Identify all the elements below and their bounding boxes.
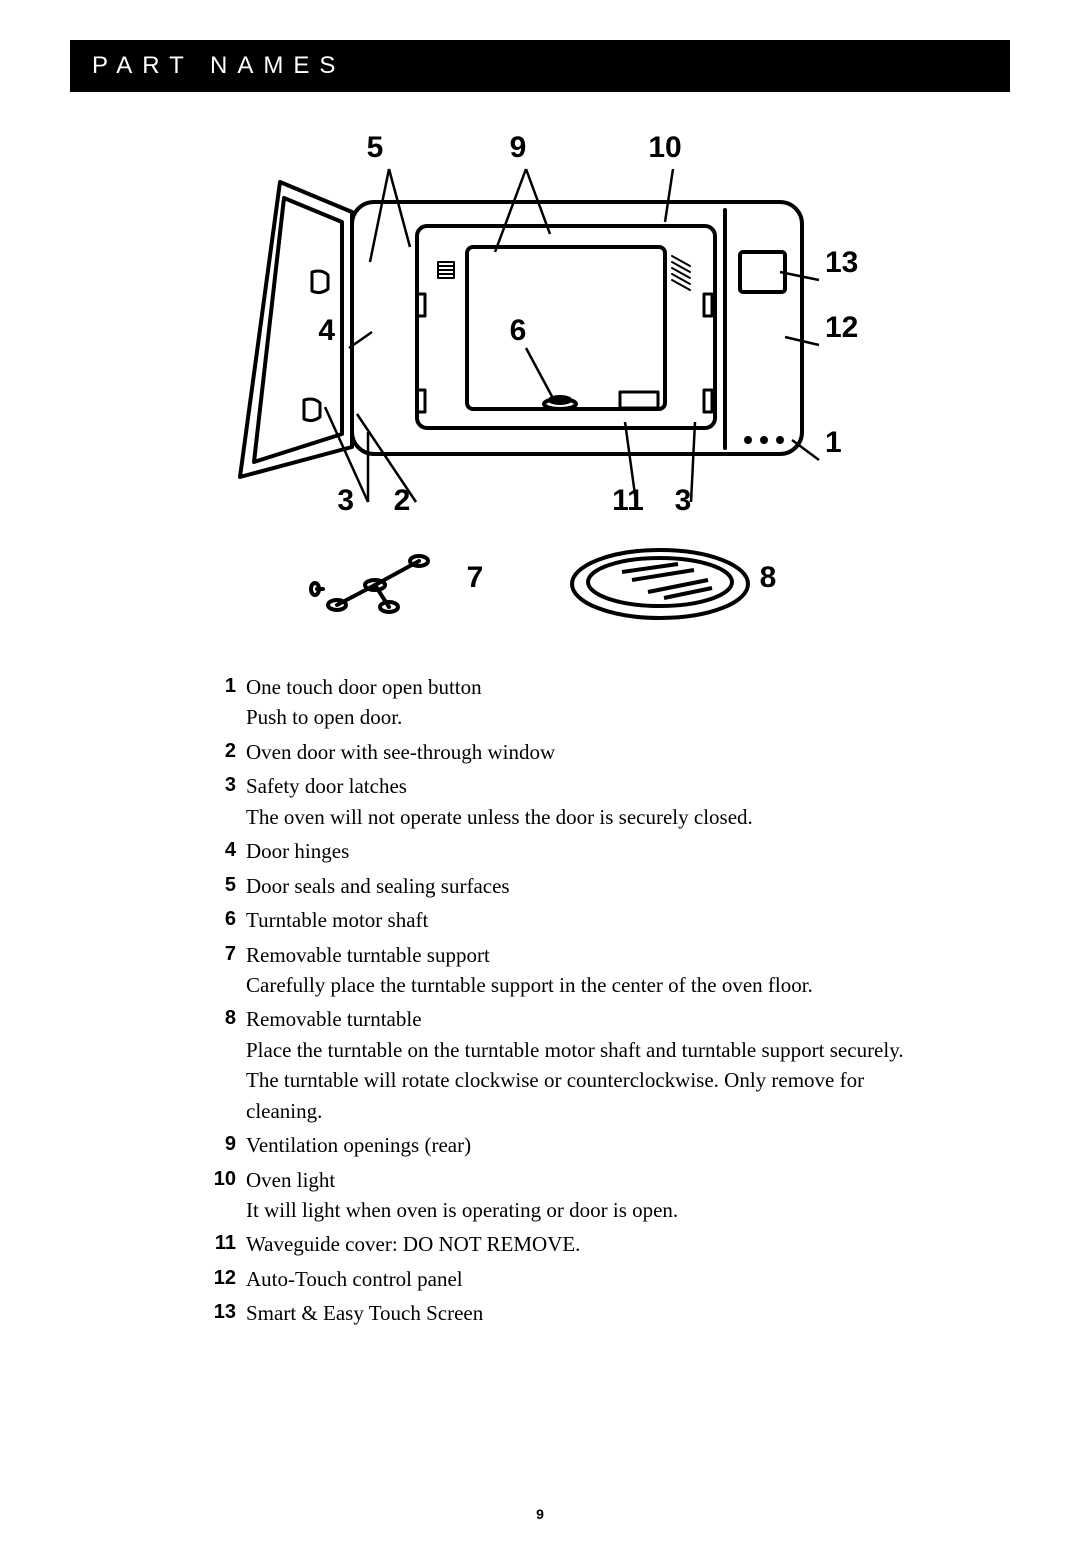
part-item: 7Removable turntable supportCarefully pl… bbox=[190, 940, 930, 1001]
part-item: 9Ventilation openings (rear) bbox=[190, 1130, 930, 1160]
callout-number: 13 bbox=[825, 246, 858, 279]
part-item-line: Door hinges bbox=[246, 836, 930, 866]
part-item-text: Oven door with see-through window bbox=[246, 737, 930, 767]
part-item-line: Turntable motor shaft bbox=[246, 905, 930, 935]
section-header-text: PART NAMES bbox=[92, 52, 345, 80]
callout-number: 2 bbox=[394, 484, 411, 517]
part-item-text: Auto-Touch control panel bbox=[246, 1264, 930, 1294]
part-item-number: 6 bbox=[190, 905, 246, 934]
callout-number: 6 bbox=[510, 314, 527, 347]
part-item-line: Removable turntable support bbox=[246, 940, 930, 970]
callout-number: 12 bbox=[825, 311, 858, 344]
callout-number: 10 bbox=[648, 131, 681, 164]
part-item: 3Safety door latchesThe oven will not op… bbox=[190, 771, 930, 832]
part-item-line: Oven light bbox=[246, 1165, 930, 1195]
part-item-line: Oven door with see-through window bbox=[246, 737, 930, 767]
callout-number: 3 bbox=[675, 484, 692, 517]
part-item-text: Safety door latchesThe oven will not ope… bbox=[246, 771, 930, 832]
part-item: 1One touch door open buttonPush to open … bbox=[190, 672, 930, 733]
part-item-line: One touch door open button bbox=[246, 672, 930, 702]
part-item-number: 7 bbox=[190, 940, 246, 969]
parts-list: 1One touch door open buttonPush to open … bbox=[190, 672, 930, 1329]
part-item-number: 11 bbox=[190, 1229, 246, 1258]
part-item-text: Door hinges bbox=[246, 836, 930, 866]
part-item-number: 9 bbox=[190, 1130, 246, 1159]
part-item-line: Place the turntable on the turntable mot… bbox=[246, 1035, 930, 1126]
part-item-text: Door seals and sealing surfaces bbox=[246, 871, 930, 901]
part-item-number: 8 bbox=[190, 1004, 246, 1033]
part-item: 11Waveguide cover: DO NOT REMOVE. bbox=[190, 1229, 930, 1259]
part-item-number: 5 bbox=[190, 871, 246, 900]
part-item-text: Removable turntablePlace the turntable o… bbox=[246, 1004, 930, 1126]
callout-number: 11 bbox=[612, 484, 644, 517]
part-item-number: 12 bbox=[190, 1264, 246, 1293]
part-item-line: Carefully place the turntable support in… bbox=[246, 970, 930, 1000]
callout-number: 8 bbox=[760, 561, 777, 594]
part-item-line: Safety door latches bbox=[246, 771, 930, 801]
part-item: 5Door seals and sealing surfaces bbox=[190, 871, 930, 901]
part-item-text: Turntable motor shaft bbox=[246, 905, 930, 935]
section-header: PART NAMES bbox=[70, 40, 1010, 92]
part-item-number: 1 bbox=[190, 672, 246, 701]
part-item: 12Auto-Touch control panel bbox=[190, 1264, 930, 1294]
callout-number: 4 bbox=[318, 314, 335, 347]
part-item: 4Door hinges bbox=[190, 836, 930, 866]
part-item-text: Waveguide cover: DO NOT REMOVE. bbox=[246, 1229, 930, 1259]
callout-number: 9 bbox=[510, 131, 527, 164]
part-item-line: Ventilation openings (rear) bbox=[246, 1130, 930, 1160]
part-item-line: The oven will not operate unless the doo… bbox=[246, 802, 930, 832]
part-item: 2Oven door with see-through window bbox=[190, 737, 930, 767]
part-item-number: 2 bbox=[190, 737, 246, 766]
part-item: 6Turntable motor shaft bbox=[190, 905, 930, 935]
document-page: PART NAMES bbox=[0, 0, 1080, 1542]
callout-number: 5 bbox=[367, 131, 384, 164]
diagram-svg: 5 9 10 13 12 1 4 6 3 2 11 3 7 8 bbox=[220, 122, 860, 642]
part-item: 10Oven lightIt will light when oven is o… bbox=[190, 1165, 930, 1226]
microwave-diagram: 5 9 10 13 12 1 4 6 3 2 11 3 7 8 bbox=[70, 122, 1010, 642]
callout-number: 3 bbox=[337, 484, 354, 517]
callout-number: 7 bbox=[467, 561, 484, 594]
part-item-line: Door seals and sealing surfaces bbox=[246, 871, 930, 901]
part-item-text: Oven lightIt will light when oven is ope… bbox=[246, 1165, 930, 1226]
part-item-line: Waveguide cover: DO NOT REMOVE. bbox=[246, 1229, 930, 1259]
part-item-line: Push to open door. bbox=[246, 702, 930, 732]
page-number: 9 bbox=[0, 1506, 1080, 1522]
part-item: 8Removable turntablePlace the turntable … bbox=[190, 1004, 930, 1126]
part-item-number: 13 bbox=[190, 1298, 246, 1327]
part-item-number: 3 bbox=[190, 771, 246, 800]
part-item-text: One touch door open buttonPush to open d… bbox=[246, 672, 930, 733]
callout-number: 1 bbox=[825, 426, 842, 459]
part-item-text: Removable turntable supportCarefully pla… bbox=[246, 940, 930, 1001]
part-item-line: It will light when oven is operating or … bbox=[246, 1195, 930, 1225]
part-item-line: Smart & Easy Touch Screen bbox=[246, 1298, 930, 1328]
part-item-line: Removable turntable bbox=[246, 1004, 930, 1034]
part-item-text: Ventilation openings (rear) bbox=[246, 1130, 930, 1160]
part-item-number: 4 bbox=[190, 836, 246, 865]
part-item-text: Smart & Easy Touch Screen bbox=[246, 1298, 930, 1328]
part-item: 13Smart & Easy Touch Screen bbox=[190, 1298, 930, 1328]
part-item-number: 10 bbox=[190, 1165, 246, 1194]
part-item-line: Auto-Touch control panel bbox=[246, 1264, 930, 1294]
